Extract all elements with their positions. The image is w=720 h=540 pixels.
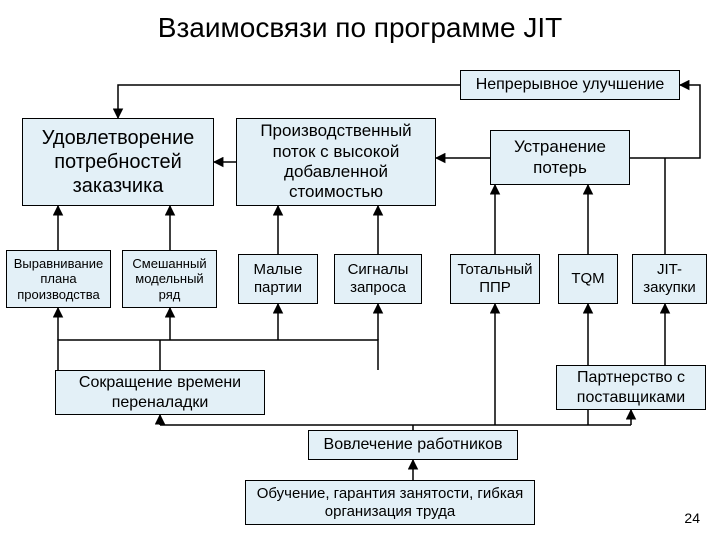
node-mixed: Смешанный модельный ряд — [122, 250, 217, 308]
node-demand: Сигналы запроса — [334, 254, 422, 304]
page-number: 24 — [684, 510, 700, 526]
node-workers: Вовлечение работников — [308, 430, 518, 460]
node-flow: Производственный поток с высокой добавле… — [236, 118, 436, 206]
node-waste: Устранение потерь — [490, 130, 630, 185]
node-jitbuy: JIT-закупки — [632, 254, 707, 304]
node-ppr: Тотальный ППР — [450, 254, 540, 304]
page-title: Взаимосвязи по программе JIT — [0, 0, 720, 44]
node-tqm: TQM — [558, 254, 618, 304]
node-training: Обучение, гарантия занятости, гибкая орг… — [245, 480, 535, 525]
node-changeover: Сокращение времени переналадки — [55, 370, 265, 415]
node-improvement: Непрерывное улучшение — [460, 70, 680, 100]
node-partners: Партнерство с поставщиками — [556, 365, 706, 410]
node-smallbatch: Малые партии — [238, 254, 318, 304]
node-leveling: Выравнивание плана производства — [6, 250, 111, 308]
node-customer: Удовлетворение потребностей заказчика — [22, 118, 214, 206]
